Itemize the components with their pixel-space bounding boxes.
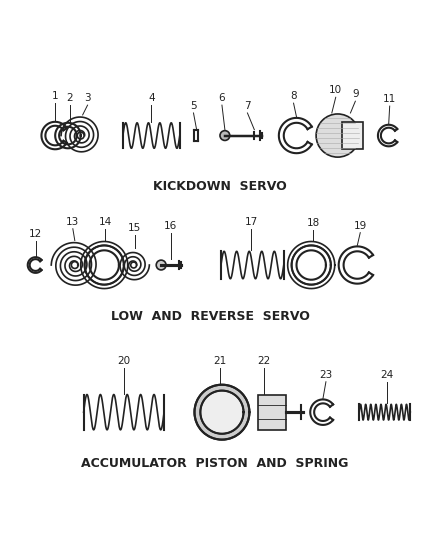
Text: 20: 20 xyxy=(117,356,131,366)
Circle shape xyxy=(220,131,230,140)
Text: 6: 6 xyxy=(219,93,225,103)
Text: 4: 4 xyxy=(148,93,155,103)
Circle shape xyxy=(194,385,249,440)
Text: 11: 11 xyxy=(383,94,396,104)
Text: 12: 12 xyxy=(29,229,42,239)
Text: 23: 23 xyxy=(319,370,332,380)
Text: 15: 15 xyxy=(128,223,141,233)
Text: KICKDOWN  SERVO: KICKDOWN SERVO xyxy=(153,180,287,193)
Text: 21: 21 xyxy=(213,356,226,366)
Circle shape xyxy=(156,260,166,270)
Text: 8: 8 xyxy=(290,91,297,101)
Text: 3: 3 xyxy=(84,93,91,103)
Text: 16: 16 xyxy=(164,221,177,231)
Text: 9: 9 xyxy=(352,90,359,99)
Text: 24: 24 xyxy=(380,370,393,380)
Text: 13: 13 xyxy=(66,217,79,227)
Circle shape xyxy=(316,114,359,157)
Text: 1: 1 xyxy=(52,91,59,101)
Bar xyxy=(342,122,363,149)
Text: 19: 19 xyxy=(353,221,367,231)
Text: 10: 10 xyxy=(329,85,343,95)
Text: 2: 2 xyxy=(67,93,73,103)
Text: 7: 7 xyxy=(244,101,251,111)
Text: ACCUMULATOR  PISTON  AND  SPRING: ACCUMULATOR PISTON AND SPRING xyxy=(81,457,349,470)
Text: 22: 22 xyxy=(258,356,271,366)
Text: 14: 14 xyxy=(99,217,112,227)
Bar xyxy=(258,394,286,430)
Text: 17: 17 xyxy=(245,217,258,227)
Text: 5: 5 xyxy=(190,101,197,111)
Text: LOW  AND  REVERSE  SERVO: LOW AND REVERSE SERVO xyxy=(111,310,310,322)
Text: 18: 18 xyxy=(307,218,320,228)
Circle shape xyxy=(200,391,244,434)
